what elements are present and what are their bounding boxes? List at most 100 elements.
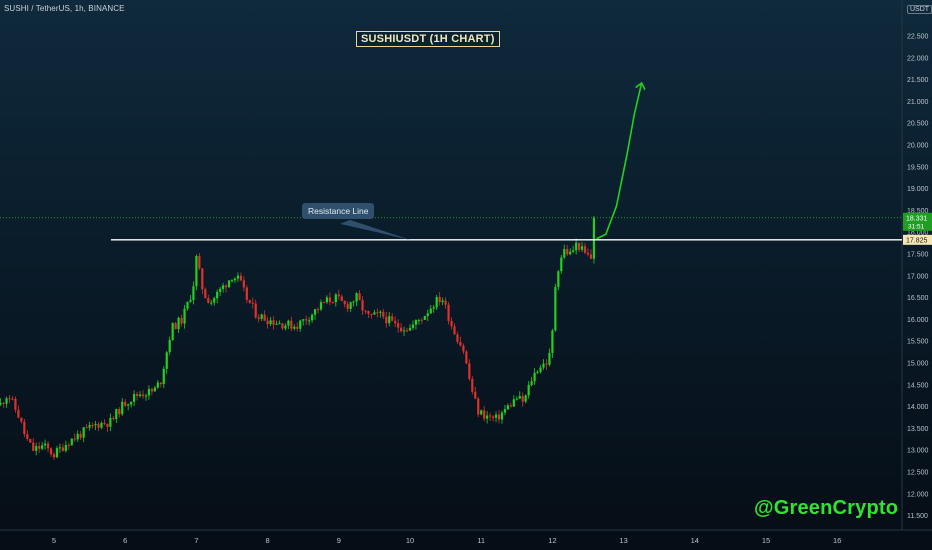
candle-body: [198, 256, 201, 269]
candle-body: [435, 296, 438, 308]
price-tick-label: 19.000: [907, 186, 929, 193]
candle-body: [290, 320, 293, 329]
price-tick-label: 13.500: [907, 426, 929, 433]
candle-body: [349, 302, 352, 309]
resistance-price-value: 17.825: [906, 237, 928, 244]
candle-body: [257, 317, 260, 319]
time-tick-label: 14: [691, 536, 699, 545]
candle-body: [566, 249, 569, 255]
candle-body: [85, 427, 88, 429]
candle-body: [162, 368, 165, 385]
candle-body: [580, 246, 584, 250]
candle-body: [88, 425, 91, 428]
candle-body: [494, 414, 498, 418]
candle-body: [284, 325, 287, 329]
current-price-tag: [903, 212, 932, 231]
chart-title: SUSHIUSDT (1H CHART): [356, 31, 500, 47]
candle-body: [207, 298, 210, 303]
candle-body: [8, 398, 11, 400]
bar-countdown: 31:51: [908, 223, 925, 230]
candle-body: [141, 394, 145, 397]
time-tick-label: 10: [406, 536, 414, 545]
candle-body: [94, 423, 97, 426]
candle-body: [121, 401, 124, 415]
candle-body: [186, 301, 189, 309]
candle-body: [296, 326, 299, 329]
candle-body: [242, 280, 245, 288]
candle-body: [171, 323, 174, 340]
candle-body: [408, 327, 412, 331]
time-tick-label: 5: [52, 536, 56, 545]
candle-body: [29, 438, 32, 443]
candle-body: [586, 252, 590, 255]
price-tick-label: 21.000: [907, 99, 929, 106]
candle-body: [222, 285, 225, 289]
candle-body: [299, 320, 302, 329]
candle-body: [153, 387, 156, 392]
candle-body: [138, 394, 142, 396]
candle-body: [441, 300, 444, 303]
candle-body: [397, 323, 400, 328]
candle-body: [575, 242, 578, 251]
candle-body: [459, 341, 462, 346]
price-tick-label: 17.500: [907, 252, 929, 259]
candle-body: [394, 320, 397, 324]
candle-body: [216, 291, 219, 299]
candle-body: [468, 363, 471, 379]
candle-body: [426, 313, 429, 317]
candle-body: [272, 320, 275, 325]
candle-body: [358, 293, 361, 301]
candle-body: [11, 398, 14, 400]
candle-body: [382, 311, 385, 317]
candle-body: [2, 402, 5, 404]
candle-body: [46, 443, 50, 449]
candle-body: [266, 320, 269, 325]
candle-body: [115, 409, 118, 419]
candle-body: [400, 327, 403, 332]
candle-body: [313, 309, 317, 315]
candle-body: [97, 423, 100, 428]
candle-body: [305, 319, 308, 321]
candle-body: [331, 302, 334, 304]
price-axis[interactable]: 11.500 12.000 12.500 13.000 13.500 14.000 14.5…: [901, 0, 932, 530]
candle-body: [55, 448, 59, 458]
candle-body: [414, 320, 418, 325]
candle-body: [26, 434, 29, 439]
candle-body: [554, 286, 557, 331]
candle-body: [177, 317, 180, 330]
price-tick-label: 20.500: [907, 121, 929, 128]
candle-body: [340, 296, 343, 301]
candle-body: [447, 304, 450, 321]
candle-body: [539, 367, 542, 372]
candle-body: [165, 352, 168, 369]
time-tick-label: 11: [477, 536, 485, 545]
candle-body: [509, 405, 512, 407]
candle-body: [521, 395, 524, 402]
candle-body: [578, 242, 581, 250]
currency-label[interactable]: USDT: [907, 5, 932, 14]
candle-body: [41, 445, 44, 449]
candle-body: [49, 448, 53, 455]
candle-body: [106, 423, 109, 427]
candle-body: [61, 447, 64, 451]
candle-body: [572, 250, 575, 252]
candle-body: [293, 326, 296, 329]
candle-body: [79, 433, 82, 438]
candle-body: [402, 330, 406, 332]
candle-body: [219, 288, 222, 292]
candle-body: [515, 398, 518, 400]
candle-body: [450, 320, 453, 327]
candle-body: [456, 334, 459, 342]
price-tick-label: 13.000: [907, 448, 929, 455]
price-tick-label: 14.000: [907, 404, 929, 411]
candle-body: [361, 300, 364, 311]
candle-body: [281, 323, 284, 329]
candle-body: [322, 302, 326, 304]
time-axis[interactable]: 5 6 7 8 9 10 11 12 13 14 15 16: [0, 529, 932, 545]
candle-body: [328, 297, 331, 303]
candle-body: [35, 446, 38, 451]
candle-body: [64, 445, 67, 451]
candle-body: [325, 297, 329, 303]
